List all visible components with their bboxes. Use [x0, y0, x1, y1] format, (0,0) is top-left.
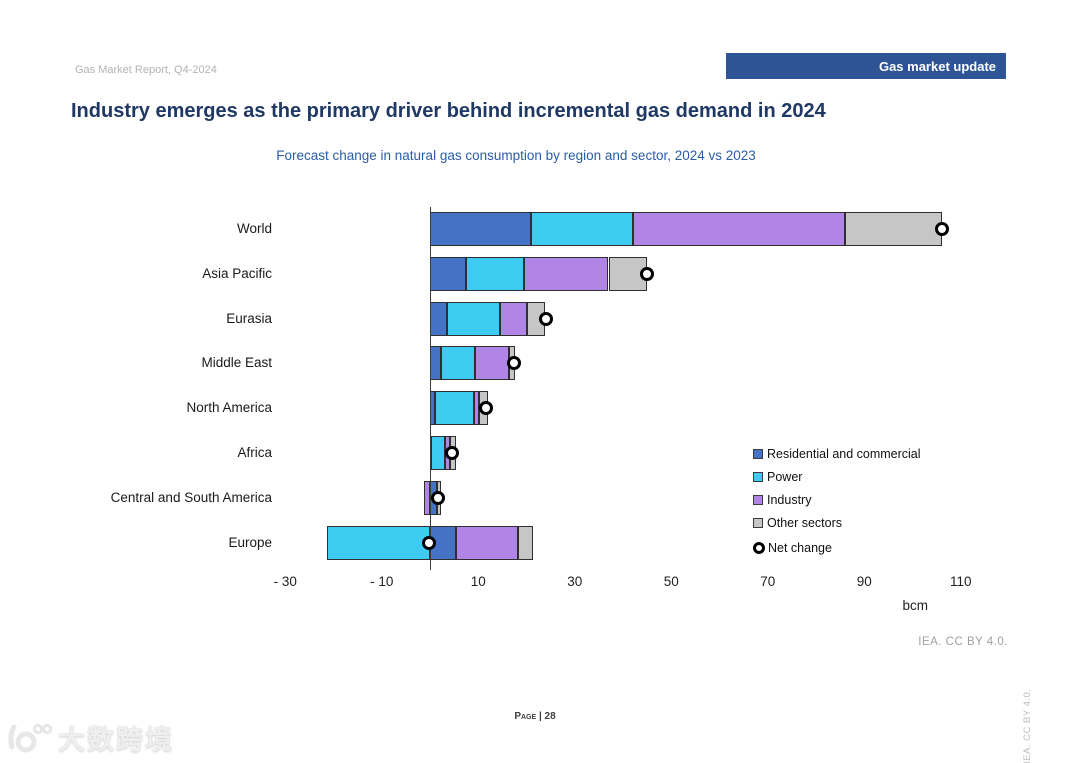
bar-segment: [430, 256, 467, 291]
bar-segment: [474, 346, 509, 381]
region-label: World: [236, 221, 272, 236]
bar-segment: [430, 301, 447, 336]
report-title-label: Gas Market Report, Q4-2024: [75, 64, 217, 76]
legend-label: Residential and commercial: [767, 447, 921, 461]
x-axis-zero-line: [429, 207, 431, 570]
net-change-marker: [431, 490, 446, 505]
net-change-marker: [507, 356, 522, 371]
watermark-logo-icon: [8, 723, 52, 752]
bar-segment: [466, 256, 525, 291]
bar-segment: [500, 301, 527, 336]
license-text-vertical: IEA. CC BY 4.0.: [1022, 688, 1033, 763]
watermark: 大数跨境: [6, 718, 174, 757]
region-label: Asia Pacific: [202, 265, 272, 281]
x-tick-label: - 10: [370, 574, 394, 589]
net-change-marker: [445, 446, 460, 460]
net-change-marker: [934, 222, 949, 236]
legend-label: Industry: [767, 493, 812, 507]
x-tick-label: 90: [856, 574, 872, 589]
bar-segment: [518, 525, 533, 560]
banner-label: Gas market update: [878, 58, 996, 74]
region-label: North America: [186, 400, 272, 416]
net-change-marker: [421, 535, 436, 550]
legend-label: Net change: [768, 541, 832, 555]
legend-item: Power: [753, 469, 802, 485]
bar-segment: [430, 212, 532, 246]
bar-segment: [455, 525, 519, 560]
bar-segment: [441, 346, 475, 381]
legend-swatch-icon: [753, 472, 763, 482]
bar-segment: [434, 391, 475, 426]
x-axis-unit-label: bcm: [902, 598, 928, 613]
bar-segment: [632, 212, 845, 246]
bar-segment: [431, 436, 446, 470]
bar-segment: [531, 212, 633, 246]
legend-label: Power: [767, 470, 803, 484]
region-label: Middle East: [201, 355, 272, 371]
license-text: IEA. CC BY 4.0.: [918, 636, 1008, 648]
legend-item: Industry: [753, 492, 811, 508]
net-change-marker: [538, 311, 553, 326]
region-label: Eurasia: [226, 310, 272, 326]
bar-segment: [430, 346, 442, 381]
net-change-marker: [640, 266, 655, 281]
legend-label: Other sectors: [767, 516, 843, 530]
x-tick-label: - 30: [273, 574, 297, 589]
bar-segment: [845, 212, 942, 246]
x-tick-label: 30: [567, 574, 583, 589]
gas-market-update-banner: Gas market update: [726, 53, 1006, 79]
legend-item: Other sectors: [753, 515, 842, 531]
watermark-text: 大数跨境: [58, 725, 174, 755]
net-change-ring-icon: [753, 542, 765, 554]
x-tick-label: 10: [470, 574, 486, 589]
bar-segment: [524, 256, 609, 291]
bar-segment: [327, 525, 430, 560]
region-label: Europe: [228, 534, 272, 550]
bar-segment: [446, 301, 500, 336]
net-change-marker: [478, 401, 493, 416]
chart-subtitle: Forecast change in natural gas consumpti…: [276, 148, 756, 163]
legend-swatch-icon: [753, 449, 763, 459]
legend-swatch-icon: [753, 495, 763, 505]
region-label: Africa: [237, 445, 272, 460]
legend-item: Net change: [753, 540, 832, 556]
bar-segment: [474, 391, 479, 426]
legend-swatch-icon: [753, 518, 763, 528]
page-number: Page | 28: [514, 711, 556, 722]
x-tick-label: 70: [760, 574, 776, 589]
x-tick-label: 50: [663, 574, 679, 589]
region-label: Central and South America: [110, 489, 272, 505]
x-tick-label: 110: [950, 574, 972, 589]
page-title: Industry emerges as the primary driver b…: [71, 100, 826, 122]
legend-item: Residential and commercial: [753, 446, 921, 462]
